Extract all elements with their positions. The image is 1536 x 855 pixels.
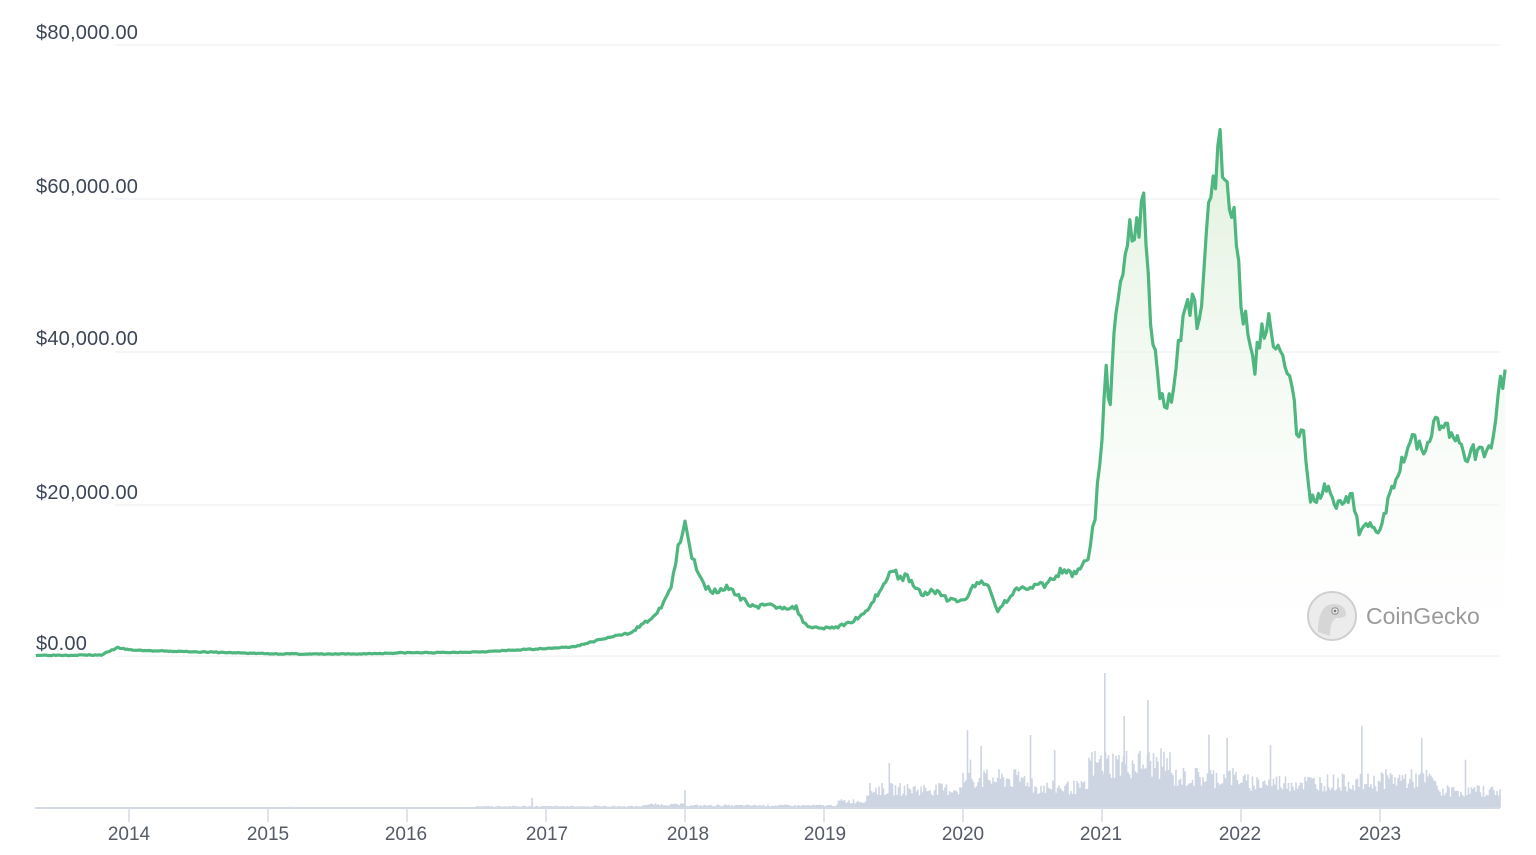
x-tick-label: 2018 [666,824,710,845]
x-tick-label: 2019 [803,824,847,845]
x-tick-label: 2015 [246,824,290,845]
price-line [35,127,1507,658]
watermark-brand: CoinGecko [1366,602,1480,629]
y-tick-label: $80,000.00 [36,22,139,44]
x-tick-label: 2014 [107,824,151,845]
x-tick-label: 2020 [941,824,985,845]
x-tick-label: 2023 [1358,824,1402,845]
y-tick-label: $40,000.00 [36,328,139,350]
x-tick-label: 2017 [525,824,569,845]
volume-bars [35,673,1501,808]
gecko-logo-icon [1307,591,1357,641]
x-tick-label: 2016 [384,824,428,845]
x-tick-label: 2022 [1218,824,1262,845]
price-area [35,129,1506,656]
y-tick-label: $20,000.00 [36,482,139,504]
x-tick-label: 2021 [1079,824,1123,845]
coingecko-watermark: CoinGecko [1306,590,1480,642]
y-tick-label: $0.00 [36,633,88,655]
y-tick-label: $60,000.00 [36,176,139,198]
x-axis-ticks [128,808,1381,822]
